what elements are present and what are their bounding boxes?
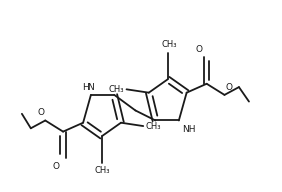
Text: H: H (82, 83, 89, 92)
Text: O: O (53, 162, 60, 171)
Text: O: O (37, 108, 44, 117)
Text: CH₃: CH₃ (161, 40, 177, 49)
Text: CH₃: CH₃ (94, 166, 110, 175)
Text: O: O (226, 83, 233, 92)
Text: NH: NH (182, 125, 196, 134)
Text: CH₃: CH₃ (146, 122, 161, 131)
Text: N: N (87, 83, 94, 92)
Text: O: O (195, 45, 202, 54)
Text: CH₃: CH₃ (109, 85, 124, 94)
